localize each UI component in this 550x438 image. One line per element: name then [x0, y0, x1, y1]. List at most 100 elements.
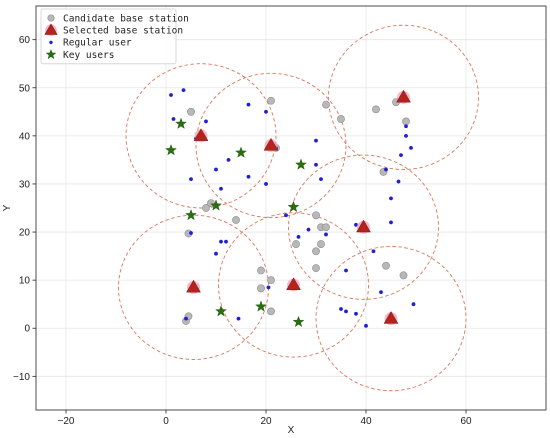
x-tick-label: 60 — [460, 416, 472, 427]
coverage-circle — [218, 212, 369, 358]
candidate-base-station — [399, 271, 408, 280]
regular-user — [319, 177, 323, 182]
candidate-base-station — [402, 117, 410, 126]
legend-label: Selected base station — [63, 26, 183, 37]
candidate-base-station — [322, 223, 330, 232]
regular-user — [246, 174, 251, 179]
candidate-base-station — [232, 216, 240, 224]
regular-user — [224, 239, 228, 244]
x-tick-label: 20 — [260, 416, 272, 427]
axis-ticks: −20 0 20 40 60 −10 0 10 20 30 40 50 60 — [13, 35, 472, 427]
candidate-base-station — [257, 284, 265, 293]
markers — [165, 88, 416, 328]
coverage-circle — [328, 24, 479, 170]
regular-user — [219, 186, 223, 191]
key-user — [255, 300, 267, 312]
y-tick-label: 40 — [19, 131, 31, 142]
coverage-circle — [125, 63, 277, 209]
regular-user — [384, 167, 388, 172]
selected-base-station — [186, 279, 201, 293]
regular-user — [219, 239, 223, 244]
regular-user — [214, 251, 218, 256]
regular-user — [306, 227, 311, 232]
coverage-circle — [195, 72, 347, 219]
candidate-base-station — [202, 204, 210, 212]
regular-user — [189, 177, 193, 182]
y-tick-label: 60 — [19, 35, 31, 46]
key-user — [295, 158, 307, 170]
legend-marker-candidate-base-station — [47, 14, 55, 22]
key-user — [287, 200, 300, 213]
candidate-base-station — [312, 247, 320, 256]
regular-user — [169, 93, 173, 97]
regular-user — [181, 88, 186, 93]
key-user — [215, 305, 227, 317]
y-axis-label: Y — [2, 204, 13, 211]
legend: Candidate base station Selected base stat… — [40, 8, 189, 65]
candidate-base-station — [382, 261, 390, 270]
key-user — [185, 209, 197, 221]
x-axis-label: X — [288, 425, 295, 436]
regular-user — [214, 167, 218, 172]
coverage-circle — [315, 246, 467, 392]
legend-label: Key users — [63, 50, 114, 61]
regular-user — [354, 311, 358, 316]
selected-base-station — [356, 219, 371, 233]
legend-marker-key-user — [45, 48, 57, 60]
candidate-base-station — [372, 105, 380, 114]
legend-marker-selected-base-station — [44, 23, 58, 35]
selected-base-station — [193, 128, 209, 141]
y-tick-label: 10 — [19, 276, 31, 287]
regular-user — [344, 268, 348, 273]
y-tick-label: −10 — [13, 372, 30, 383]
candidate-base-station — [257, 266, 265, 275]
y-tick-label: 50 — [19, 83, 31, 94]
legend-box — [40, 8, 177, 65]
candidate-base-station — [322, 100, 330, 109]
regular-user — [284, 213, 288, 218]
x-tick-label: 0 — [163, 416, 169, 427]
legend-marker-regular-user — [49, 40, 53, 45]
selected-base-station — [396, 89, 411, 103]
regular-user — [354, 222, 358, 227]
selected-base-station — [383, 311, 399, 324]
regular-user — [314, 162, 318, 167]
regular-user — [324, 232, 328, 237]
coverage-circle — [288, 154, 439, 300]
regular-user — [344, 309, 348, 314]
candidate-base-station — [292, 240, 300, 248]
candidate-base-station — [267, 276, 275, 285]
y-tick-label: 0 — [24, 324, 30, 335]
regular-user — [389, 220, 393, 225]
candidate-base-station — [317, 240, 325, 248]
regular-user — [404, 133, 408, 138]
coverage-circles — [118, 24, 479, 392]
key-user — [210, 199, 222, 211]
candidate-base-station — [267, 307, 275, 316]
key-user — [292, 315, 305, 327]
candidate-base-station — [312, 211, 320, 220]
grid — [36, 6, 546, 410]
regular-user — [379, 290, 383, 295]
key-user — [165, 144, 177, 156]
x-tick-label: 40 — [360, 416, 372, 427]
candidate-base-station — [187, 107, 195, 116]
selected-base-station — [263, 137, 279, 151]
regular-user — [396, 179, 401, 184]
regular-user — [409, 145, 413, 150]
regular-user — [264, 182, 268, 186]
regular-user — [204, 119, 208, 124]
candidate-base-station — [267, 96, 275, 105]
regular-user — [171, 117, 176, 121]
regular-user — [246, 102, 251, 107]
regular-user — [184, 316, 188, 321]
regular-user — [389, 196, 393, 201]
legend-label: Candidate base station — [63, 13, 189, 24]
x-tick-label: −20 — [58, 416, 75, 427]
regular-user — [314, 138, 318, 143]
regular-user — [399, 153, 403, 157]
regular-user — [189, 231, 193, 235]
candidate-base-station — [312, 264, 320, 273]
regular-user — [339, 307, 343, 311]
